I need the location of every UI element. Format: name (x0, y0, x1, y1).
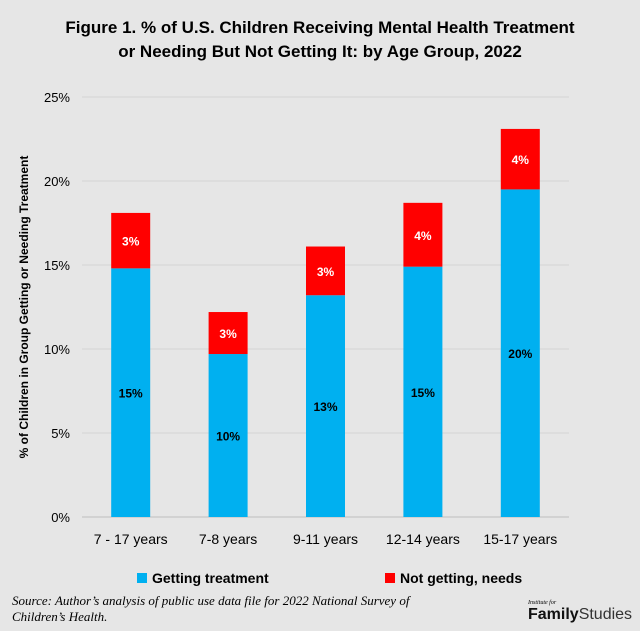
ifs-logo: Institute for FamilyStudies (528, 600, 632, 624)
data-label: 3% (122, 235, 140, 249)
y-tick-label: 10% (44, 342, 70, 357)
data-label: 13% (313, 400, 337, 414)
x-tick-label: 7-8 years (199, 531, 257, 547)
bar-getting-treatment (111, 268, 151, 517)
y-tick-label: 0% (51, 510, 70, 525)
data-label: 20% (508, 347, 532, 361)
title-line-2: or Needing But Not Getting It: by Age Gr… (118, 42, 522, 61)
source-note: Source: Author’s analysis of public use … (12, 593, 410, 624)
legend-label: Getting treatment (152, 570, 269, 586)
x-tick-label: 12-14 years (386, 531, 460, 547)
logo-bold-text: Family (528, 606, 579, 623)
title-line-1: Figure 1. % of U.S. Children Receiving M… (65, 18, 575, 37)
y-axis-label: % of Children in Group Getting or Needin… (17, 156, 31, 459)
bar-not-getting-needs (306, 246, 345, 296)
data-label: 3% (219, 327, 237, 341)
logo-light-text: Studies (578, 606, 633, 623)
legend-swatch (137, 573, 147, 583)
bar-getting-treatment (500, 189, 540, 517)
bar-not-getting-needs (111, 212, 151, 269)
data-label: 15% (119, 387, 143, 401)
x-tick-label: 9-11 years (293, 531, 358, 547)
legend-label: Not getting, needs (400, 570, 522, 586)
data-label: 3% (317, 265, 335, 279)
bar-getting-treatment (208, 354, 248, 517)
bar-not-getting-needs (500, 128, 540, 190)
bar-not-getting-needs (403, 202, 443, 267)
data-label: 4% (512, 153, 530, 167)
y-tick-label: 20% (44, 174, 70, 189)
data-label: 15% (411, 386, 435, 400)
y-tick-label: 15% (44, 258, 70, 273)
bar-getting-treatment (403, 266, 443, 517)
chart-title: Figure 1. % of U.S. Children Receiving M… (0, 16, 640, 64)
legend-swatch (385, 573, 395, 583)
data-label: 10% (216, 430, 240, 444)
y-tick-label: 5% (51, 426, 70, 441)
data-label: 4% (414, 229, 432, 243)
bar-getting-treatment (306, 295, 345, 517)
y-tick-label: 25% (44, 90, 70, 105)
x-tick-label: 15-17 years (483, 531, 557, 547)
logo-small-text: Institute for (528, 600, 557, 606)
x-tick-label: 7 - 17 years (94, 531, 168, 547)
bar-not-getting-needs (208, 312, 248, 355)
